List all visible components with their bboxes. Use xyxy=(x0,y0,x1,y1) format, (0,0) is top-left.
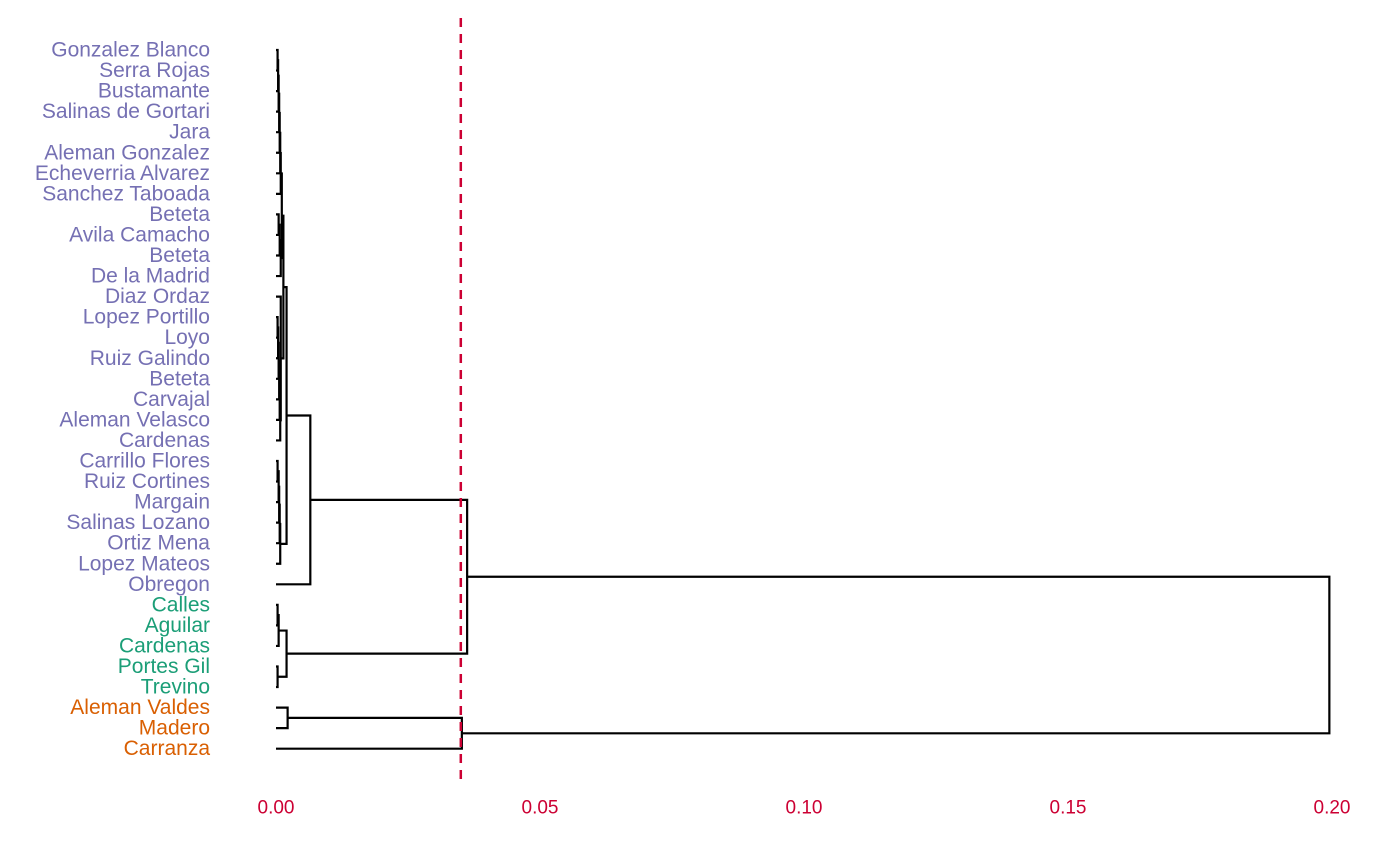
dendrogram-link xyxy=(276,603,279,627)
leaf-label: Lopez Mateos xyxy=(78,552,210,575)
leaf-label: Salinas Lozano xyxy=(66,511,210,534)
leaf-label: Portes Gil xyxy=(118,655,210,678)
leaf-label: Lopez Portillo xyxy=(83,306,210,329)
leaf-label: Loyo xyxy=(164,326,210,349)
dendrogram-link xyxy=(280,172,283,260)
leaf-label: Ortiz Mena xyxy=(107,532,210,555)
leaf-label: Diaz Ordaz xyxy=(105,285,210,308)
x-tick-label: 0.15 xyxy=(1050,798,1087,819)
leaf-label: Aleman Velasco xyxy=(59,408,210,431)
leaf-label: Serra Rojas xyxy=(99,59,210,82)
x-tick-label: 0.10 xyxy=(786,798,823,819)
leaf-label: Trevino xyxy=(141,676,210,699)
dendrogram-link xyxy=(286,498,469,655)
x-tick-label: 0.00 xyxy=(258,798,295,819)
leaf-label: Carranza xyxy=(124,737,211,760)
dendrogram-link xyxy=(276,238,282,278)
leaf-label: Calles xyxy=(152,593,210,616)
dendrogram-link xyxy=(276,459,279,483)
leaf-label: Aleman Gonzalez xyxy=(44,141,210,164)
leaf-label: Margain xyxy=(134,491,210,514)
leaf-label: De la Madrid xyxy=(91,265,210,288)
dendrogram-link xyxy=(276,716,463,750)
leaf-label: Echeverria Alvarez xyxy=(35,162,210,185)
leaf-label: Ruiz Cortines xyxy=(84,470,210,493)
leaf-label: Sanchez Taboada xyxy=(42,182,210,205)
dendrogram-link xyxy=(276,665,279,689)
dendrogram-link xyxy=(461,575,1331,735)
leaf-label: Beteta xyxy=(149,367,210,390)
leaf-label: Aleman Valdes xyxy=(70,696,210,719)
leaf-label: Aguilar xyxy=(145,614,210,637)
leaf-label: Beteta xyxy=(149,203,210,226)
leaf-label: Cardenas xyxy=(119,634,210,657)
leaf-label: Avila Camacho xyxy=(69,223,210,246)
leaf-label: Ruiz Galindo xyxy=(90,347,210,370)
leaf-label: Obregon xyxy=(128,573,210,596)
leaf-label: Salinas de Gortari xyxy=(42,100,210,123)
dendrogram-link xyxy=(276,706,289,730)
leaf-label: Gonzalez Blanco xyxy=(51,39,210,62)
leaf-label: Jara xyxy=(169,121,210,144)
leaf-label: Bustamante xyxy=(98,80,210,103)
leaf-label: Madero xyxy=(139,717,210,740)
x-tick-label: 0.05 xyxy=(522,798,559,819)
leaf-label: Carvajal xyxy=(133,388,210,411)
x-tick-label: 0.20 xyxy=(1314,798,1351,819)
leaf-label: Carrillo Flores xyxy=(79,450,210,473)
dendrogram-link xyxy=(276,213,280,237)
leaf-label: Beteta xyxy=(149,244,210,267)
dendrogram-links xyxy=(276,48,1331,750)
leaf-label: Cardenas xyxy=(119,429,210,452)
x-axis-tick-labels: 0.00 0.05 0.10 0.15 0.20 xyxy=(258,798,1351,819)
